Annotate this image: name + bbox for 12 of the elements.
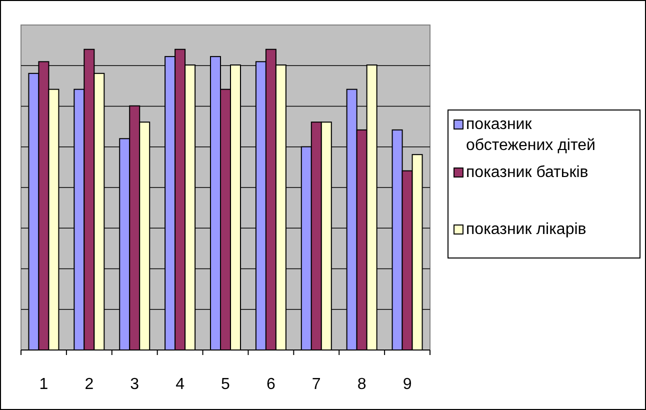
- x-tick-label: 7: [312, 376, 321, 393]
- legend-label: показник батьків: [466, 164, 588, 181]
- x-tick-label: 9: [402, 376, 412, 393]
- legend-label: показник обстежених дітей: [466, 116, 596, 154]
- x-tick-label: 8: [357, 376, 366, 393]
- x-tick-label: 3: [130, 376, 140, 393]
- x-tick-label: 6: [266, 376, 276, 393]
- legend-label: показник лікарів: [466, 221, 586, 238]
- x-tick-label: 1: [39, 376, 48, 393]
- x-tick-label: 5: [221, 376, 230, 393]
- x-tick-label: 2: [84, 376, 94, 393]
- x-tick-label: 4: [176, 376, 185, 393]
